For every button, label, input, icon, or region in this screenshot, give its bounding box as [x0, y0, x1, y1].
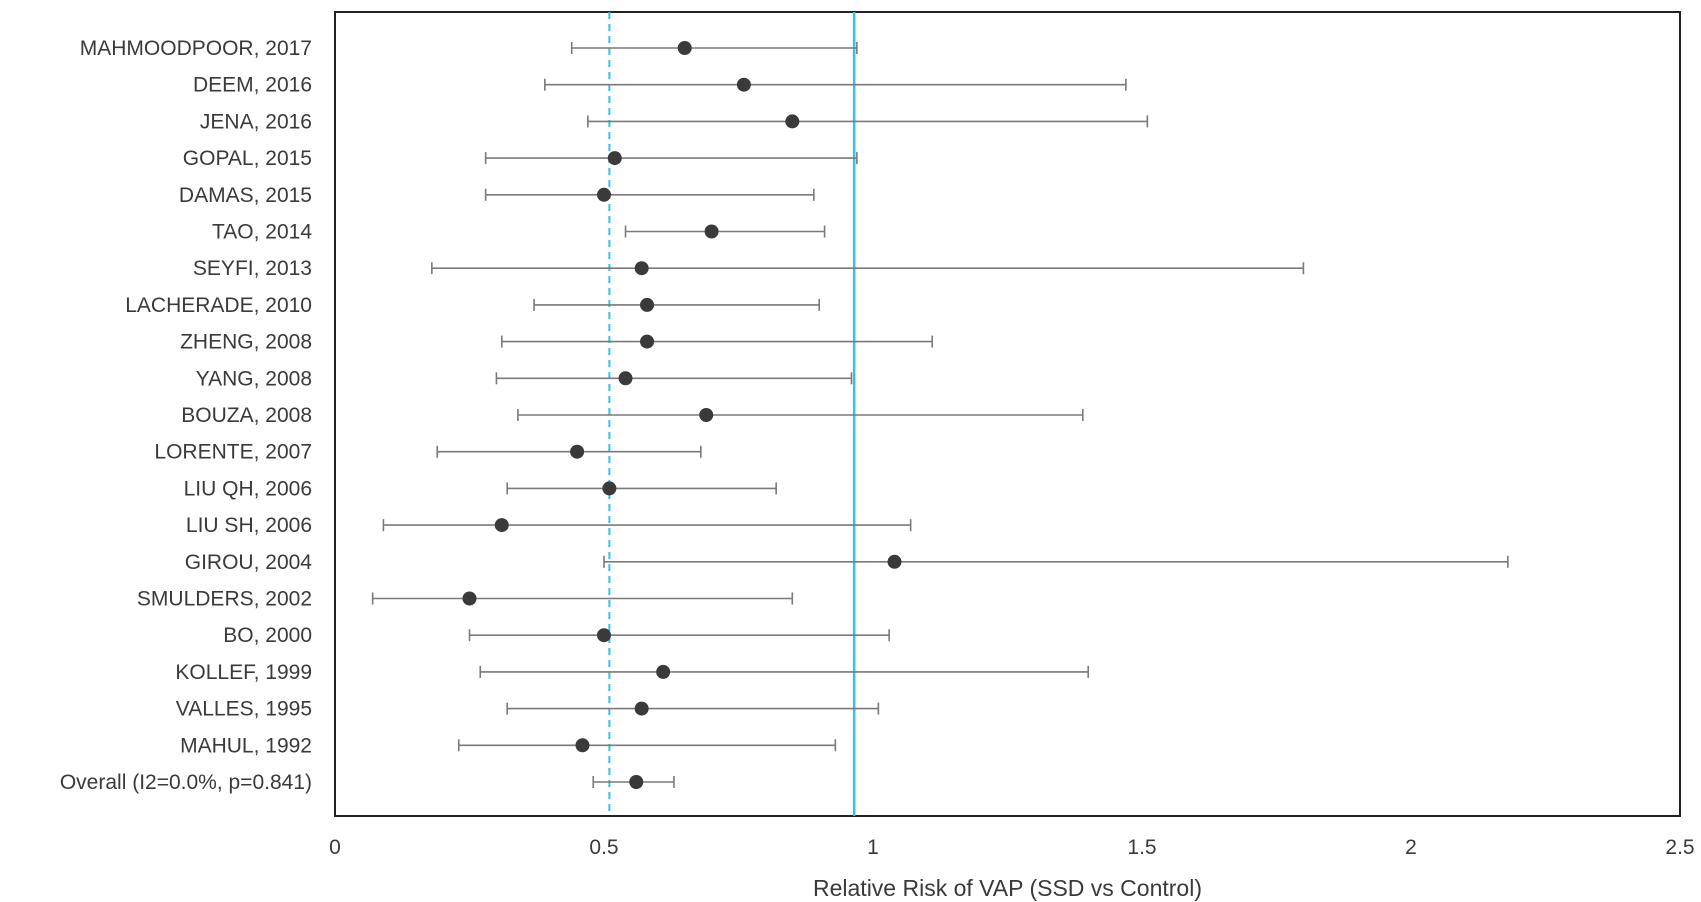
point-estimate	[607, 151, 622, 166]
point-estimate	[640, 297, 655, 312]
study-label: SEYFI, 2013	[193, 257, 312, 280]
study-label: DEEM, 2016	[193, 74, 312, 97]
point-estimate	[629, 775, 644, 789]
x-axis-title: Relative Risk of VAP (SSD vs Control)	[813, 875, 1202, 901]
ci-whisker	[517, 409, 1084, 421]
study-label: TAO, 2014	[212, 221, 312, 244]
study-label: DAMAS, 2015	[179, 184, 312, 207]
point-estimate	[887, 554, 902, 569]
ci-whisker	[436, 445, 702, 458]
ci-whisker	[603, 555, 1509, 568]
x-tick-label: 0	[329, 836, 341, 859]
point-estimate	[677, 41, 692, 55]
ci-whisker	[587, 115, 1149, 128]
study-label: VALLES, 1995	[176, 698, 312, 721]
study-label: MAHUL, 1992	[180, 734, 312, 757]
ci-whisker	[533, 298, 821, 311]
point-estimate	[736, 77, 751, 92]
point-estimate	[462, 591, 477, 606]
ci-whisker	[500, 335, 933, 348]
plot-area-frame	[334, 11, 1681, 817]
study-label: GOPAL, 2015	[183, 147, 312, 170]
ci-whisker	[506, 702, 880, 715]
point-estimate	[494, 518, 509, 533]
x-tick-label: 1	[867, 836, 879, 859]
ci-whisker	[468, 629, 890, 642]
study-label: MAHMOODPOOR, 2017	[80, 37, 312, 60]
study-label: BO, 2000	[223, 624, 312, 647]
ci-whisker	[495, 372, 853, 385]
ci-whisker	[544, 78, 1127, 91]
point-estimate	[785, 114, 800, 129]
study-label: BOUZA, 2008	[181, 404, 312, 427]
x-tick-label: 0.5	[589, 836, 618, 859]
study-label: ZHENG, 2008	[180, 331, 312, 354]
ci-whisker	[506, 482, 777, 495]
point-estimate	[570, 444, 585, 459]
x-tick-label: 2.5	[1665, 836, 1694, 859]
study-label: KOLLEF, 1999	[175, 661, 312, 684]
x-tick-label: 2	[1405, 836, 1417, 859]
point-estimate	[618, 371, 633, 386]
point-estimate	[634, 701, 649, 716]
study-label: JENA, 2016	[200, 110, 312, 133]
ci-whisker	[371, 592, 794, 605]
study-label: LIU SH, 2006	[186, 514, 312, 537]
ci-whisker	[624, 225, 826, 238]
study-label: LIU QH, 2006	[184, 477, 312, 500]
study-label: YANG, 2008	[196, 367, 312, 390]
ci-whisker	[457, 739, 837, 752]
point-estimate	[597, 187, 611, 202]
point-estimate	[575, 738, 590, 753]
point-estimate	[699, 408, 714, 422]
ci-whisker	[570, 42, 858, 54]
study-label: SMULDERS, 2002	[137, 588, 312, 611]
ci-whisker	[479, 665, 1089, 678]
ci-whisker	[382, 519, 912, 532]
ci-whisker	[484, 188, 815, 201]
point-estimate	[640, 334, 655, 349]
point-estimate	[597, 628, 611, 643]
study-label: LACHERADE, 2010	[125, 294, 312, 317]
point-estimate	[656, 664, 671, 679]
point-estimate	[704, 224, 719, 239]
point-estimate	[634, 261, 649, 276]
ci-whisker	[484, 152, 858, 165]
x-tick-label: 1.5	[1127, 836, 1156, 859]
study-label: LORENTE, 2007	[154, 441, 312, 464]
study-label: GIROU, 2004	[185, 551, 313, 574]
ci-whisker	[431, 262, 1305, 275]
study-label: Overall (I2=0.0%, p=0.841)	[60, 771, 312, 794]
point-estimate	[602, 481, 617, 496]
